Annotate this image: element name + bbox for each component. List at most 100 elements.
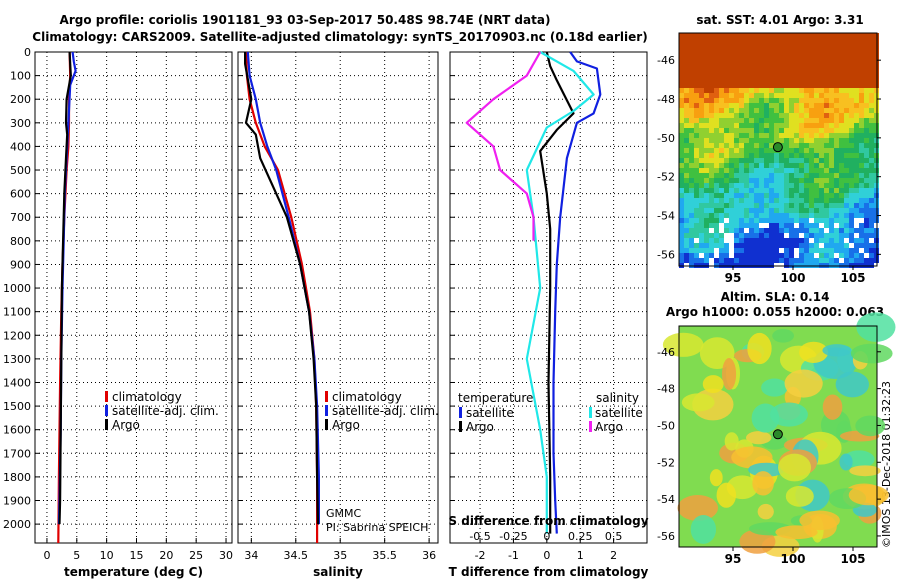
sst-cell — [784, 143, 789, 148]
sst-cell — [679, 258, 684, 263]
sst-cell — [679, 53, 684, 58]
sst-cell — [829, 73, 834, 78]
sst-cell — [829, 228, 834, 233]
credit-pi: PI: Sabrina SPEICH — [326, 521, 428, 534]
sst-cell — [819, 178, 824, 183]
sst-cell — [774, 53, 779, 58]
sst-cell — [804, 223, 809, 228]
sst-cell — [734, 68, 739, 73]
sst-cell — [864, 243, 869, 248]
sst-cell — [829, 118, 834, 123]
sst-cell — [744, 188, 749, 193]
sst-cell — [694, 133, 699, 138]
sst-cell — [869, 128, 874, 133]
sst-cell — [869, 253, 874, 258]
sst-cell — [774, 208, 779, 213]
sst-cell — [824, 48, 829, 53]
sst-cell — [799, 223, 804, 228]
sst-cell — [709, 83, 714, 88]
sst-cell — [689, 43, 694, 48]
sst-cell — [799, 173, 804, 178]
sst-cell — [744, 83, 749, 88]
sla-blob — [799, 341, 829, 363]
sst-cell — [749, 143, 754, 148]
figure-title-line1: Argo profile: coriolis 1901181_93 03-Sep… — [60, 13, 551, 28]
sst-cell — [759, 223, 764, 228]
sst-cell — [839, 253, 844, 258]
sst-cell — [809, 143, 814, 148]
differences-series-s-argo — [465, 51, 542, 241]
sst-cell — [714, 88, 719, 93]
sst-cell — [799, 193, 804, 198]
sst-cell — [854, 38, 859, 43]
sst-cell — [869, 178, 874, 183]
sst-cell — [724, 98, 729, 103]
sst-cell — [824, 93, 829, 98]
sst-cell — [764, 118, 769, 123]
sst-cell — [759, 108, 764, 113]
sst-cell — [759, 118, 764, 123]
sst-cell — [719, 63, 724, 68]
sst-cell — [814, 183, 819, 188]
sst-cell — [734, 253, 739, 258]
sst-cell — [749, 253, 754, 258]
sst-cell — [699, 188, 704, 193]
sst-cell — [749, 88, 754, 93]
sst-cell — [844, 88, 849, 93]
sst-cell — [799, 63, 804, 68]
sst-cell — [704, 228, 709, 233]
sst-cell — [704, 103, 709, 108]
sst-cell — [809, 238, 814, 243]
sst-cell — [819, 138, 824, 143]
sst-cell — [844, 218, 849, 223]
sst-cell — [744, 93, 749, 98]
sst-cell — [679, 233, 684, 238]
sst-cell — [769, 228, 774, 233]
sla-blob — [778, 453, 812, 482]
sst-cell — [784, 128, 789, 133]
sst-cell — [849, 133, 854, 138]
sst-cell — [779, 243, 784, 248]
sst-cell — [779, 168, 784, 173]
sst-cell — [749, 68, 754, 73]
sst-cell — [784, 228, 789, 233]
sst-cell — [684, 228, 689, 233]
sst-cell — [844, 83, 849, 88]
sla-blob — [722, 358, 737, 391]
sst-cell — [724, 158, 729, 163]
sst-cell — [779, 98, 784, 103]
sst-cell — [729, 108, 734, 113]
sst-cell — [799, 108, 804, 113]
sst-cell — [714, 138, 719, 143]
sst-cell — [689, 53, 694, 58]
sst-cell — [739, 58, 744, 63]
sst-cell — [714, 68, 719, 73]
sst-cell — [849, 128, 854, 133]
temperature-legend-swatch — [105, 405, 108, 416]
sst-cell — [779, 48, 784, 53]
sst-cell — [729, 168, 734, 173]
sla-map-panel: 95 100 105-46-48-50-52-54-56 — [657, 312, 896, 566]
sst-cell — [834, 78, 839, 83]
sst-cell — [849, 168, 854, 173]
sst-cell — [684, 183, 689, 188]
sst-cell — [694, 113, 699, 118]
sst-cell — [834, 228, 839, 233]
sst-cell — [804, 208, 809, 213]
sst-cell — [714, 233, 719, 238]
sst-cell — [694, 148, 699, 153]
sst-cell — [829, 193, 834, 198]
sst-cell — [844, 78, 849, 83]
sst-cell — [864, 208, 869, 213]
sst-map-ytick-label: -50 — [657, 132, 675, 145]
sst-cell — [849, 63, 854, 68]
sst-cell — [794, 98, 799, 103]
sst-cell — [749, 203, 754, 208]
sst-cell — [814, 103, 819, 108]
sst-cell — [724, 43, 729, 48]
sst-cell — [859, 83, 864, 88]
sst-cell — [869, 243, 874, 248]
sst-cell — [849, 98, 854, 103]
sst-cell — [829, 88, 834, 93]
sst-cell — [714, 173, 719, 178]
